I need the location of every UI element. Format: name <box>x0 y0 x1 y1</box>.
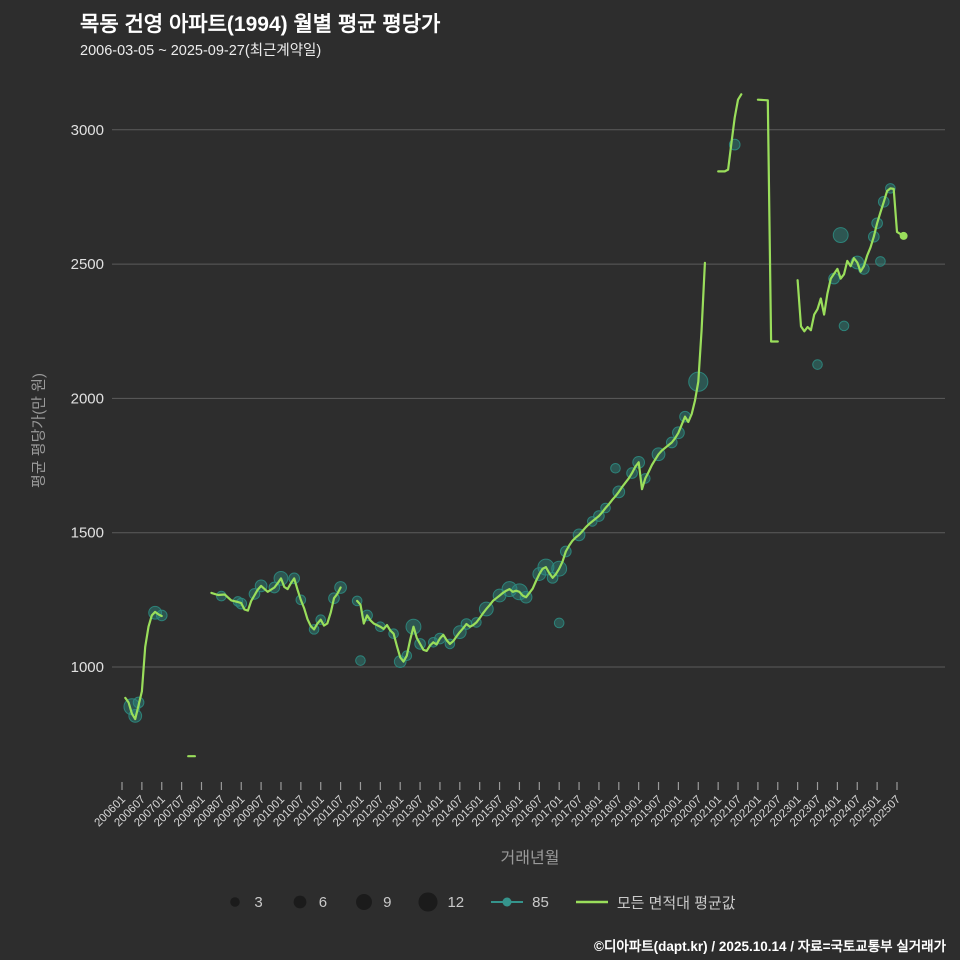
legend-series-85[interactable]: 85 <box>490 894 549 911</box>
price-chart[interactable]: 1000150020002500300020060120060720070120… <box>0 0 960 850</box>
bubble-point[interactable] <box>355 655 366 666</box>
legend-size-6-label: 6 <box>318 893 328 911</box>
size-dot-icon <box>230 897 241 907</box>
average-line[interactable] <box>717 93 743 173</box>
y-tick-label: 2000 <box>71 390 104 407</box>
average-line[interactable] <box>796 187 905 333</box>
size-dot-icon <box>293 895 307 909</box>
legend-series-average[interactable]: 모든 면적대 평균값 <box>575 892 736 913</box>
legend-size-6[interactable]: 6 <box>289 891 327 913</box>
average-line[interactable] <box>356 261 706 663</box>
page-title: 목동 건영 아파트(1994) 월별 평균 평당가 <box>80 13 441 36</box>
legend-series-average-label: 모든 면적대 평균값 <box>616 894 736 912</box>
average-line[interactable] <box>124 610 163 721</box>
line-endpoint[interactable] <box>899 231 908 240</box>
size-dot-icon <box>418 892 439 912</box>
series-average-swatch-icon <box>575 900 608 904</box>
average-line[interactable] <box>210 577 342 631</box>
x-axis-label: 거래년월 <box>500 850 560 867</box>
legend-size-3[interactable]: 3 <box>224 891 263 913</box>
bubble-point[interactable] <box>553 617 565 629</box>
size-dot-icon <box>356 894 373 910</box>
bubble-point[interactable] <box>875 256 886 267</box>
bubble-point[interactable] <box>610 462 621 474</box>
page-subtitle: 2006-03-05 ~ 2025-09-27(최근계약일) <box>80 43 322 59</box>
legend-size-9[interactable]: 9 <box>353 891 391 913</box>
footer-credit: ©디아파트(dapt.kr) / 2025.10.14 / 자료=국토교통부 실… <box>594 939 946 954</box>
y-tick-label: 1500 <box>71 525 104 542</box>
series-85-swatch-icon <box>491 897 524 907</box>
average-line[interactable] <box>756 98 779 343</box>
legend-size-9-label: 9 <box>383 893 392 911</box>
legend-size-3-label: 3 <box>254 893 263 911</box>
chart-legend: 3 6 9 12 85 모든 면적대 평균값 <box>0 891 960 913</box>
y-tick-label: 1000 <box>71 659 104 676</box>
y-tick-label: 3000 <box>71 122 104 139</box>
bubble-point[interactable] <box>832 227 849 244</box>
bubble-point[interactable] <box>812 359 823 370</box>
legend-series-85-label: 85 <box>532 893 549 911</box>
legend-size-12[interactable]: 12 <box>417 891 464 913</box>
y-tick-label: 2500 <box>71 256 104 273</box>
legend-size-12-label: 12 <box>447 893 465 911</box>
y-axis-label: 평균 평당가(만 원) <box>30 373 48 488</box>
bubble-point[interactable] <box>838 320 850 332</box>
